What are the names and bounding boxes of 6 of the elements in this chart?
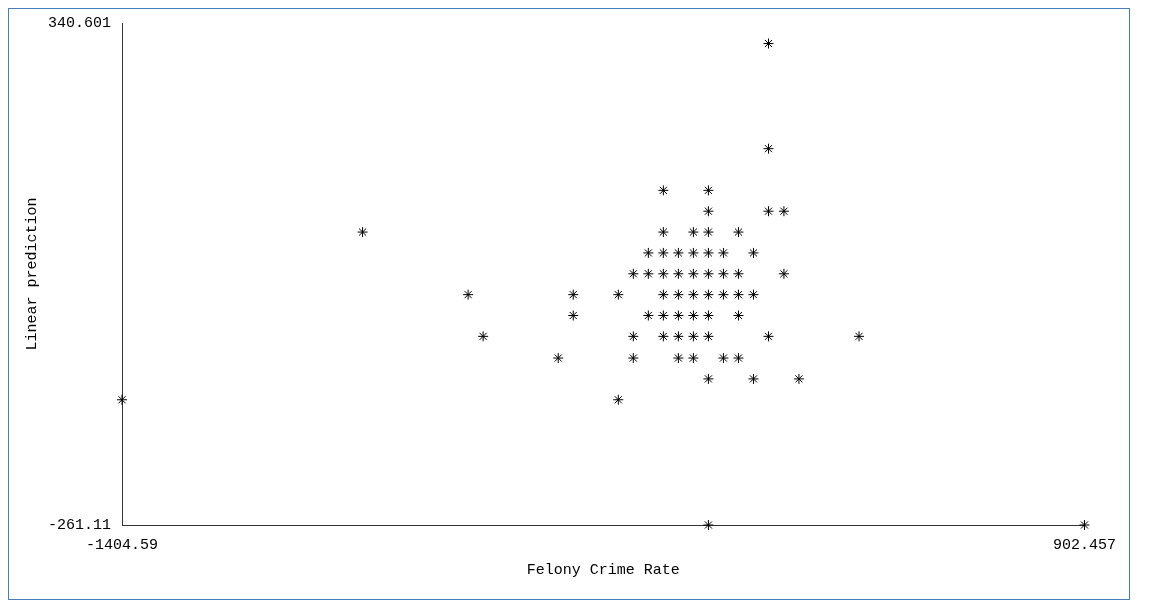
y-tick-label: 340.601 [47,14,112,32]
x-tick-label: 902.457 [1052,536,1116,554]
y-axis-title: Linear prediction [23,197,41,351]
y-tick-label: -261.11 [47,516,112,534]
x-axis-title: Felony Crime Rate [526,561,680,579]
x-tick-label: -1404.59 [86,536,159,554]
